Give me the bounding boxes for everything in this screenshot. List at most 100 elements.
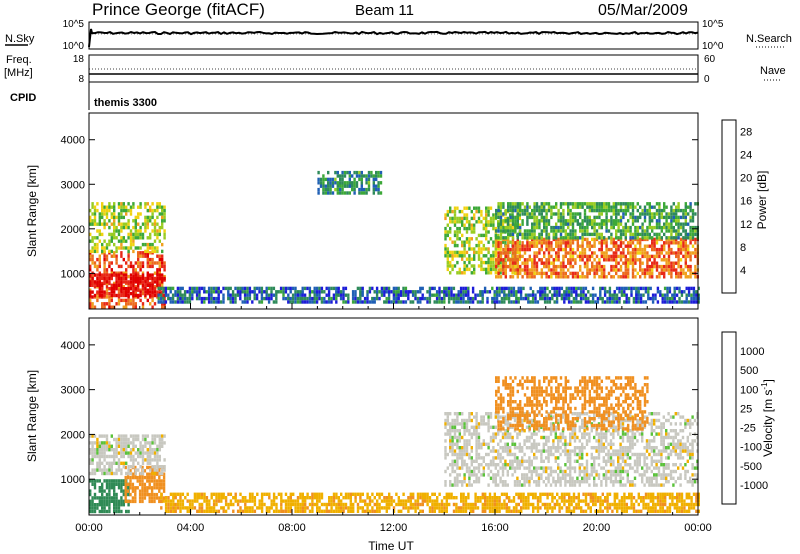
cell-power-cells-r0 [98, 257, 101, 262]
cell-power-cells-r6 [516, 241, 519, 245]
cell-power-cells-r4 [367, 177, 371, 182]
cell-vel-cells-r3 [174, 506, 177, 510]
cell-power-cells-r6 [634, 244, 637, 248]
cell-vel-cells-r2 [161, 441, 164, 445]
cell-power-cells-r6 [557, 264, 560, 269]
cell-vel-cells-r3 [568, 499, 571, 503]
cell-vel-cells-r2 [91, 451, 94, 455]
cell-power-cells-r7 [552, 205, 555, 209]
cell-vel-cells-r3 [553, 502, 556, 507]
cell-power-cells-r6 [547, 251, 551, 255]
cell-power-cells-r7 [658, 212, 661, 216]
cell-power-cells-r6 [588, 254, 591, 259]
cell-vel-cells-r3 [452, 509, 456, 513]
cell-power-cells-r2 [105, 205, 109, 209]
cell-power-cells-r5 [458, 271, 461, 275]
cell-power-cells-r0 [153, 302, 157, 306]
cell-vel-cells-r3 [678, 496, 681, 500]
cell-power-cells-r2 [146, 215, 149, 220]
cell-power-cells-r3 [407, 293, 410, 297]
cell-power-cells-r7 [509, 205, 512, 209]
cell-power-cells-r6 [665, 258, 668, 262]
cell-power-cells-r6 [627, 264, 630, 269]
cell-vel-cells-r3 [452, 502, 456, 507]
cell-vel-cells-r3 [239, 506, 242, 510]
cell-power-cells-r3 [483, 290, 487, 294]
cell-power-cells-r0 [132, 274, 135, 279]
cell-power-cells-r3 [467, 293, 470, 297]
cell-power-cells-r4 [351, 174, 354, 178]
cell-power-cells-r6 [523, 271, 527, 276]
cell-vel-cells-r3 [296, 509, 300, 513]
cell-power-cells-r6 [646, 268, 649, 272]
cell-vel-cells-r1 [129, 499, 132, 504]
cell-power-cells-r4 [319, 181, 323, 185]
cell-power-cells-r3 [289, 300, 292, 304]
cell-power-cells-r5 [501, 223, 505, 227]
cell-vel-cells-r0 [115, 506, 118, 510]
cell-power-cells-r7 [612, 212, 615, 216]
cell-power-cells-r2 [137, 236, 140, 240]
cell-vel-cells-r3 [167, 499, 170, 503]
cell-vel-cells-r3 [325, 506, 328, 510]
cell-power-cells-r2 [98, 215, 101, 220]
cell-vel-cells-r3 [289, 509, 292, 513]
cell-power-cells-r3 [481, 290, 484, 294]
cell-power-cells-r1 [105, 280, 109, 284]
cell-power-cells-r6 [593, 271, 596, 276]
cell-vel-cells-r3 [244, 506, 247, 510]
cell-vel-cells-r2 [91, 461, 94, 465]
cell-power-cells-r4 [331, 184, 335, 188]
cell-vel-cells-r3 [546, 506, 549, 510]
cell-power-cells-r5 [477, 247, 481, 251]
cell-power-cells-r3 [215, 300, 218, 304]
cell-power-cells-r3 [186, 300, 189, 304]
cell-power-cells-r5 [492, 257, 495, 261]
cell-power-cells-r6 [514, 261, 517, 265]
cell-vel-cells-r1 [124, 482, 127, 487]
cell-vel-cells-r2 [129, 451, 133, 455]
cell-power-cells-r7 [509, 208, 512, 213]
cell-power-cells-r6 [641, 251, 644, 255]
cell-vel-cells-r3 [280, 509, 283, 513]
cell-power-cells-r7 [691, 225, 695, 230]
cell-power-cells-r3 [510, 300, 513, 304]
cell-power-cells-r3 [368, 290, 372, 294]
cell-power-cells-r7 [600, 219, 603, 223]
cell-power-cells-r4 [341, 191, 344, 195]
cell-power-cells-r5 [518, 213, 521, 217]
cell-power-cells-r6 [516, 271, 519, 276]
cell-vel-cells-r3 [426, 492, 429, 496]
cell-power-cells-r3 [457, 300, 460, 304]
cell-power-cells-r2 [108, 239, 111, 243]
cell-vel-cells-r3 [613, 506, 616, 510]
cell-power-cells-r6 [574, 258, 577, 262]
cell-vel-cells-r3 [594, 502, 597, 507]
cell-vel-cells-r3 [380, 506, 384, 510]
cell-power-cells-r0 [163, 264, 166, 269]
cell-vel-cells-r0 [122, 503, 125, 507]
cell-vel-cells-r3 [349, 499, 352, 503]
cell-vel-cells-r3 [222, 509, 225, 513]
cell-power-cells-r3 [447, 300, 451, 304]
cell-vel-cells-r3 [630, 492, 633, 496]
cell-vel-cells-r3 [390, 499, 393, 503]
cell-power-cells-r3 [599, 286, 602, 291]
cell-power-cells-r2 [161, 225, 164, 230]
cell-power-cells-r6 [504, 247, 507, 252]
cell-vel-cells-r3 [164, 502, 168, 507]
cell-vel-cells-r3 [604, 496, 607, 500]
cell-power-cells-r6 [526, 275, 529, 279]
cell-vel-cells-r2 [132, 458, 135, 462]
cell-power-cells-r0 [91, 302, 94, 306]
cell-vel-cells-r1 [129, 492, 132, 497]
cell-power-cells-r6 [543, 237, 546, 242]
cell-power-cells-r3 [584, 296, 588, 301]
cell-power-cells-r6 [540, 241, 543, 245]
cell-power-cells-r7 [504, 236, 507, 240]
cell-vel-cells-r4 [451, 452, 454, 457]
cell-vel-cells-r0 [113, 496, 116, 500]
cell-vel-cells-r0 [89, 492, 92, 497]
cell-power-cells-r5 [465, 240, 469, 244]
cell-power-cells-r7 [677, 232, 680, 237]
